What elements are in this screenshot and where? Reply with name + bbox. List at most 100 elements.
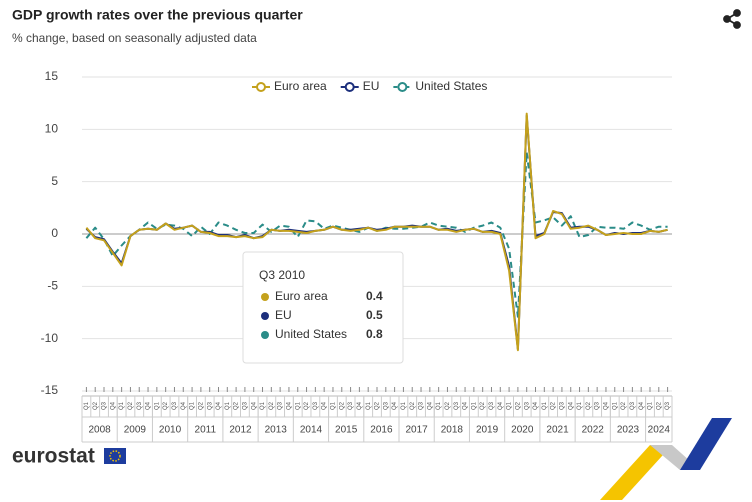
- legend-item[interactable]: EU: [340, 79, 380, 93]
- x-tick-label: Q2: [198, 401, 204, 410]
- x-tick-label: Q4: [639, 401, 645, 410]
- year-label: 2017: [406, 425, 429, 436]
- x-tick-label: Q4: [568, 401, 574, 410]
- x-tick-label: Q3: [524, 401, 530, 410]
- year-label: 2020: [511, 425, 534, 436]
- y-tick-label: 15: [45, 69, 59, 83]
- x-tick-label: Q3: [630, 401, 636, 410]
- x-tick-label: Q2: [304, 401, 310, 410]
- share-icon[interactable]: [723, 9, 741, 29]
- year-label: 2008: [88, 425, 111, 436]
- x-tick-label: Q1: [612, 401, 618, 410]
- year-label: 2011: [195, 425, 217, 436]
- x-tick-label: Q4: [427, 401, 433, 410]
- x-tick-label: Q3: [595, 401, 601, 410]
- x-tick-label: Q1: [295, 401, 301, 410]
- legend-label: Euro area: [274, 79, 327, 93]
- series-line: [85, 112, 668, 352]
- x-tick-label: Q2: [656, 401, 662, 410]
- x-tick-label: Q3: [560, 401, 566, 410]
- x-tick-label: Q4: [392, 401, 398, 410]
- tooltip-value: 0.5: [366, 308, 383, 322]
- x-tick-label: Q4: [110, 401, 116, 410]
- x-tick-label: Q2: [480, 401, 486, 410]
- x-tick-label: Q3: [137, 401, 143, 410]
- x-tick-label: Q3: [419, 401, 425, 410]
- year-label: 2012: [229, 425, 252, 436]
- x-tick-label: Q2: [375, 401, 381, 410]
- x-tick-label: Q1: [119, 401, 125, 410]
- y-tick-label: 0: [51, 226, 58, 240]
- decoration: [600, 418, 732, 500]
- x-tick-label: Q4: [463, 401, 469, 410]
- x-tick-label: Q4: [216, 401, 222, 410]
- x-tick-label: Q4: [287, 401, 293, 410]
- legend-item[interactable]: Euro area: [252, 79, 327, 93]
- x-tick-label: Q1: [648, 401, 654, 410]
- x-tick-label: Q1: [190, 401, 196, 410]
- legend-item[interactable]: United States: [393, 79, 487, 93]
- x-tick-label: Q1: [154, 401, 160, 410]
- x-tick-label: Q1: [507, 401, 513, 410]
- x-tick-label: Q4: [357, 401, 363, 410]
- legend-marker: [344, 82, 355, 92]
- x-tick-label: Q3: [242, 401, 248, 410]
- x-tick-label: Q3: [102, 401, 108, 410]
- x-tick-label: Q2: [586, 401, 592, 410]
- x-tick-label: Q4: [181, 401, 187, 410]
- y-tick-label: -15: [41, 383, 59, 397]
- x-tick-label: Q1: [577, 401, 583, 410]
- legend-marker: [397, 82, 408, 92]
- x-tick-label: Q1: [260, 401, 266, 410]
- x-tick-label: Q4: [146, 401, 152, 410]
- x-tick-label: Q2: [515, 401, 521, 410]
- logo: eurostat: [12, 445, 95, 468]
- x-tick-label: Q4: [604, 401, 610, 410]
- x-tick-label: Q3: [489, 401, 495, 410]
- x-tick-label: Q3: [383, 401, 389, 410]
- x-tick-label: Q2: [621, 401, 627, 410]
- x-tick-label: Q1: [331, 401, 337, 410]
- tooltip-dot: [261, 331, 269, 339]
- tooltip-name: EU: [275, 308, 292, 322]
- tooltip-value: 0.4: [366, 289, 383, 303]
- year-label: 2009: [124, 425, 147, 436]
- tooltip-dot: [261, 293, 269, 301]
- x-tick-label: Q4: [498, 401, 504, 410]
- eu-flag: [104, 448, 126, 464]
- x-tick-label: Q3: [172, 401, 178, 410]
- x-tick-label: Q2: [551, 401, 557, 410]
- x-tick-label: Q1: [366, 401, 372, 410]
- year-label: 2024: [648, 425, 671, 436]
- x-tick-label: Q2: [93, 401, 99, 410]
- x-tick-label: Q3: [313, 401, 319, 410]
- tooltip-name: United States: [275, 327, 347, 341]
- x-tick-label: Q1: [84, 401, 90, 410]
- y-tick-label: -10: [41, 331, 59, 345]
- x-tick-label: Q1: [542, 401, 548, 410]
- x-tick-label: Q4: [322, 401, 328, 410]
- y-tick-label: 10: [45, 122, 59, 136]
- x-tick-label: Q3: [665, 401, 671, 410]
- x-tick-label: Q2: [410, 401, 416, 410]
- year-label: 2013: [265, 425, 288, 436]
- x-tick-label: Q3: [207, 401, 213, 410]
- year-label: 2019: [476, 425, 499, 436]
- chart-title: GDP growth rates over the previous quart…: [12, 7, 303, 23]
- x-tick-label: Q2: [445, 401, 451, 410]
- chart-subtitle: % change, based on seasonally adjusted d…: [12, 31, 257, 45]
- x-tick-label: Q2: [163, 401, 169, 410]
- legend-label: United States: [415, 79, 487, 93]
- tooltip-dot: [261, 312, 269, 320]
- year-label: 2016: [370, 425, 393, 436]
- x-tick-label: Q2: [339, 401, 345, 410]
- x-tick-label: Q1: [471, 401, 477, 410]
- year-label: 2014: [300, 425, 323, 436]
- y-tick-label: 5: [51, 174, 58, 188]
- x-tick-label: Q2: [234, 401, 240, 410]
- year-label: 2015: [335, 425, 358, 436]
- legend-marker: [256, 82, 266, 92]
- tooltip: Q3 2010 Euro area 0.4 EU 0.5 United States 0.8: [242, 251, 404, 364]
- year-label: 2023: [617, 425, 640, 436]
- tooltip-title: Q3 2010: [259, 268, 305, 282]
